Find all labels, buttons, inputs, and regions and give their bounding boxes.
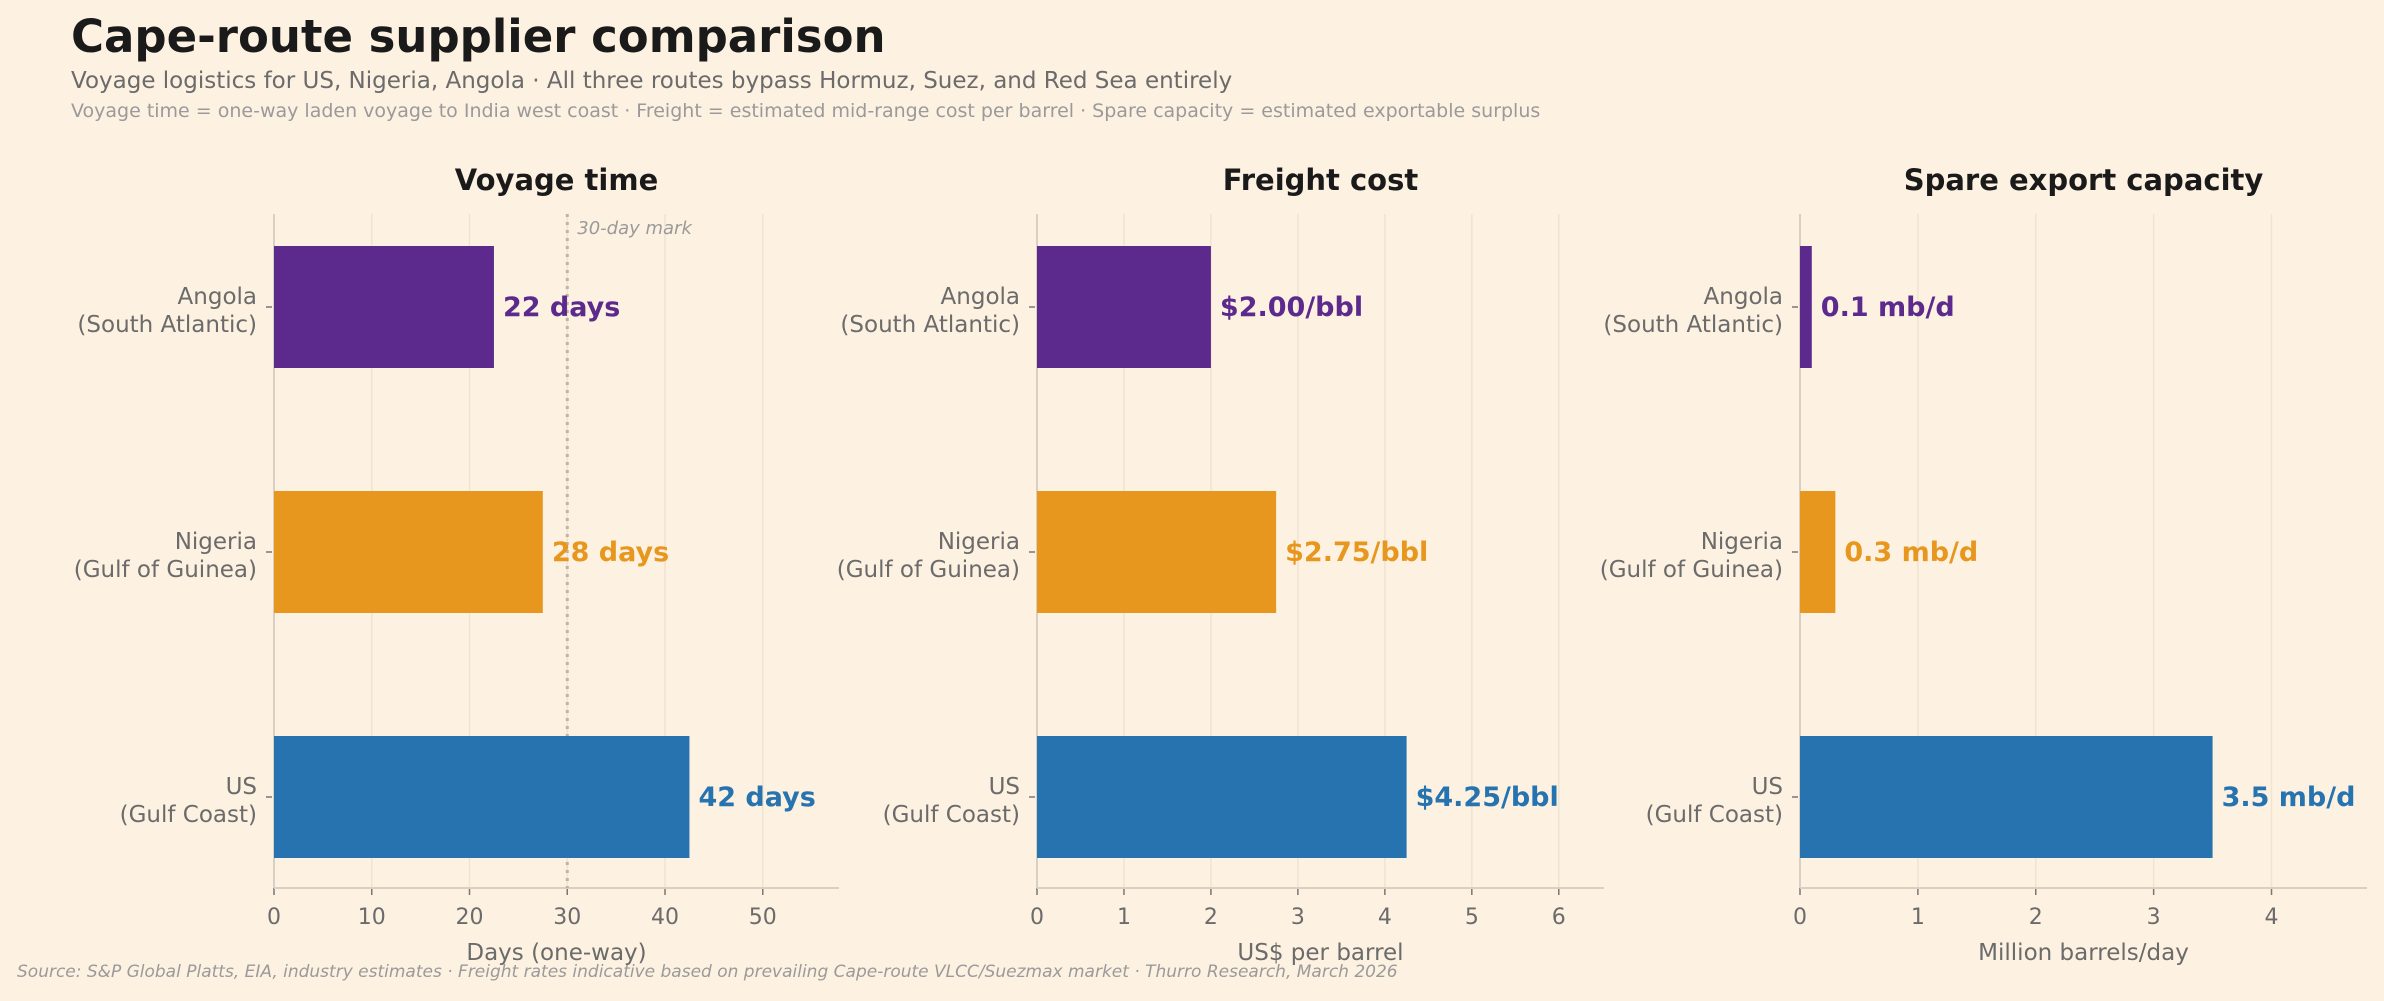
x-axis-label: Days (one-way) bbox=[466, 940, 646, 966]
x-tick-label: 1 bbox=[1911, 905, 1925, 930]
bar-angola bbox=[274, 246, 494, 368]
x-tick-label: 2 bbox=[1204, 905, 1218, 930]
x-tick-label: 4 bbox=[1378, 905, 1392, 930]
panel-spare-export-capacity: 0 1 2 3 4 Spare export capacity Million barrel… bbox=[1600, 163, 2367, 966]
reference-line-label: 30-day mark bbox=[577, 218, 693, 239]
data-label: 0.3 mb/d bbox=[1844, 537, 1978, 568]
subtitle: Voyage logistics for US, Nigeria, Angola… bbox=[71, 68, 1233, 94]
x-tick-label: 30 bbox=[553, 905, 581, 930]
x-tick-label: 2 bbox=[2029, 905, 2043, 930]
category-name: Nigeria bbox=[1701, 529, 1783, 555]
bar-nigeria bbox=[1037, 491, 1277, 613]
category-region: (South Atlantic) bbox=[77, 312, 257, 338]
data-label: $2.75/bbl bbox=[1285, 537, 1428, 568]
x-tick-label: 0 bbox=[1030, 905, 1044, 930]
category-label: Nigeria (Gulf of Guinea) bbox=[74, 529, 257, 583]
data-label: 22 days bbox=[503, 292, 620, 323]
x-axis-label: US$ per barrel bbox=[1237, 940, 1403, 966]
page-title: Cape-route supplier comparison bbox=[71, 10, 886, 63]
category-label: Angola (South Atlantic) bbox=[77, 284, 257, 338]
bar-nigeria bbox=[1800, 491, 1836, 613]
category-label: Angola (South Atlantic) bbox=[840, 284, 1020, 338]
category-name: Nigeria bbox=[938, 529, 1020, 555]
x-tick-label: 0 bbox=[1793, 905, 1807, 930]
category-region: (Gulf of Guinea) bbox=[74, 557, 257, 583]
category-region: (Gulf of Guinea) bbox=[837, 557, 1020, 583]
x-tick-label: 3 bbox=[2147, 905, 2161, 930]
x-tick-label: 0 bbox=[267, 905, 281, 930]
category-region: (Gulf of Guinea) bbox=[1600, 557, 1783, 583]
chart-title: Spare export capacity bbox=[1904, 163, 2264, 197]
category-name: US bbox=[1752, 774, 1783, 800]
data-label: $2.00/bbl bbox=[1220, 292, 1363, 323]
x-tick-label: 6 bbox=[1552, 905, 1566, 930]
category-label: US (Gulf Coast) bbox=[1646, 774, 1783, 828]
category-region: (Gulf Coast) bbox=[1646, 802, 1783, 828]
category-name: US bbox=[989, 774, 1020, 800]
category-name: Angola bbox=[941, 284, 1020, 310]
bar-nigeria bbox=[274, 491, 543, 613]
bar-us bbox=[1800, 736, 2213, 858]
definitions-note: Voyage time = one-way laden voyage to In… bbox=[71, 100, 1541, 122]
category-label: Nigeria (Gulf of Guinea) bbox=[1600, 529, 1783, 583]
category-label: Nigeria (Gulf of Guinea) bbox=[837, 529, 1020, 583]
x-tick-label: 40 bbox=[651, 905, 679, 930]
bar-angola bbox=[1037, 246, 1211, 368]
category-region: (South Atlantic) bbox=[840, 312, 1020, 338]
data-label: 0.1 mb/d bbox=[1821, 292, 1955, 323]
data-label: 42 days bbox=[698, 782, 815, 813]
bar-us bbox=[274, 736, 690, 858]
panel-voyage-time: 0 10 20 30 40 50 30-day mark Voyage time Days (o… bbox=[74, 163, 839, 966]
category-label: Angola (South Atlantic) bbox=[1603, 284, 1783, 338]
category-name: Angola bbox=[178, 284, 257, 310]
chart-title: Freight cost bbox=[1223, 163, 1419, 197]
category-region: (Gulf Coast) bbox=[120, 802, 257, 828]
category-region: (Gulf Coast) bbox=[883, 802, 1020, 828]
data-label: $4.25/bbl bbox=[1416, 782, 1559, 813]
category-label: US (Gulf Coast) bbox=[120, 774, 257, 828]
x-tick-label: 20 bbox=[456, 905, 484, 930]
category-name: Angola bbox=[1704, 284, 1783, 310]
bar-us bbox=[1037, 736, 1407, 858]
x-tick-label: 4 bbox=[2265, 905, 2279, 930]
x-tick-label: 1 bbox=[1117, 905, 1131, 930]
bar-angola bbox=[1800, 246, 1812, 368]
x-tick-label: 3 bbox=[1291, 905, 1305, 930]
data-label: 3.5 mb/d bbox=[2222, 782, 2356, 813]
x-tick-label: 10 bbox=[358, 905, 386, 930]
category-region: (South Atlantic) bbox=[1603, 312, 1783, 338]
category-name: Nigeria bbox=[175, 529, 257, 555]
category-name: US bbox=[226, 774, 257, 800]
data-label: 28 days bbox=[552, 537, 669, 568]
source-note: Source: S&P Global Platts, EIA, industry… bbox=[17, 962, 1398, 982]
x-tick-label: 50 bbox=[749, 905, 777, 930]
x-axis-label: Million barrels/day bbox=[1978, 940, 2189, 966]
chart-title: Voyage time bbox=[455, 163, 658, 197]
category-label: US (Gulf Coast) bbox=[883, 774, 1020, 828]
x-tick-label: 5 bbox=[1465, 905, 1479, 930]
